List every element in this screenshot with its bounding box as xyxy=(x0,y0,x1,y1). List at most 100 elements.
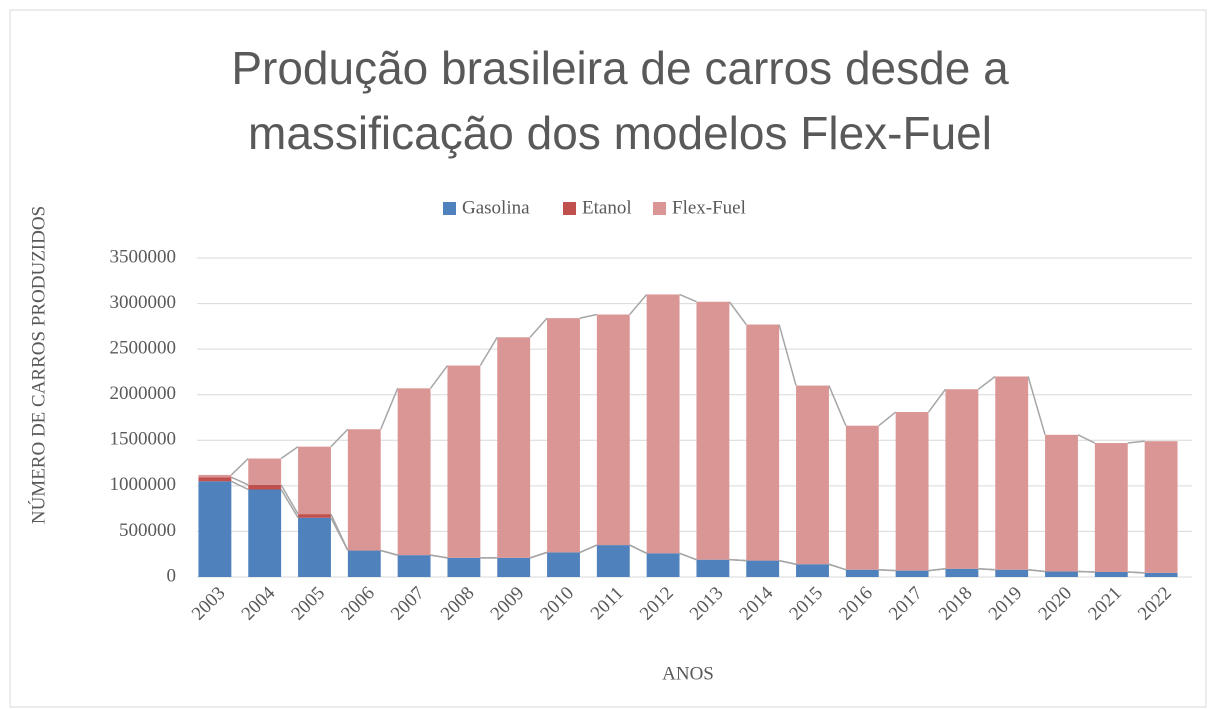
series-line xyxy=(231,480,249,491)
bar-segment xyxy=(298,514,331,518)
bar-segment xyxy=(995,569,1029,577)
x-axis-label: ANOS xyxy=(662,663,714,684)
y-tick-label: 3500000 xyxy=(110,246,177,267)
bar-segment xyxy=(347,429,381,551)
series-line xyxy=(778,559,797,565)
chart-title: Produção brasileira de carros desde a xyxy=(231,42,1009,94)
series-line xyxy=(978,568,996,571)
series-line xyxy=(679,552,697,561)
y-tick-label: 1500000 xyxy=(110,429,177,450)
y-tick-label: 1000000 xyxy=(110,474,177,495)
bar-segment xyxy=(596,314,630,546)
series-line xyxy=(1027,376,1046,436)
y-tick-label: 3000000 xyxy=(110,292,177,313)
bar-segment xyxy=(248,484,282,490)
series-line xyxy=(529,317,548,338)
bar-segment xyxy=(298,446,331,515)
bar-segment xyxy=(945,568,979,577)
bar-segment xyxy=(248,489,282,577)
bar-segment xyxy=(198,477,232,482)
y-tick-label: 500000 xyxy=(119,520,176,541)
bar-segment xyxy=(1094,571,1128,577)
legend-swatch xyxy=(563,202,576,215)
bar-segment xyxy=(397,555,431,577)
series-line xyxy=(529,551,548,559)
bar-segment xyxy=(845,569,879,577)
series-line xyxy=(280,489,299,519)
series-line xyxy=(878,568,896,572)
y-tick-label: 0 xyxy=(167,565,177,586)
bar-segment xyxy=(497,557,531,577)
bar-segment xyxy=(1144,441,1178,573)
bar-segment xyxy=(447,365,481,558)
y-tick-label: 2000000 xyxy=(110,383,177,404)
legend-label: Flex-Fuel xyxy=(672,197,746,218)
bar-segment xyxy=(397,388,431,556)
series-line xyxy=(479,336,498,366)
series-line xyxy=(927,388,947,413)
series-line xyxy=(629,293,648,315)
bar-segment xyxy=(1094,443,1128,572)
bar-segment xyxy=(746,560,780,577)
legend-swatch xyxy=(653,202,666,215)
bar-segment xyxy=(696,301,730,560)
bar-segment xyxy=(198,474,232,478)
bar-segment xyxy=(895,412,929,571)
series-line xyxy=(579,313,598,319)
bar-segment xyxy=(497,337,531,558)
legend-swatch xyxy=(443,202,456,215)
bar-segment xyxy=(1045,571,1078,577)
chart-title: massificação dos modelos Flex-Fuel xyxy=(248,107,992,159)
bar-segment xyxy=(895,570,929,577)
series-line xyxy=(1077,434,1096,444)
series-line xyxy=(330,513,349,551)
series-line xyxy=(380,549,398,556)
series-line xyxy=(1028,568,1046,573)
series-line xyxy=(828,385,847,426)
bar-segment xyxy=(746,324,780,561)
bar-segment xyxy=(547,552,580,577)
series-line xyxy=(1127,571,1145,574)
series-line xyxy=(330,428,349,448)
series-line xyxy=(878,411,897,427)
bar-segment xyxy=(995,376,1029,570)
bar-segment xyxy=(646,294,680,554)
series-line xyxy=(729,558,747,562)
series-line xyxy=(230,457,249,476)
series-line xyxy=(579,544,598,554)
series-line xyxy=(728,301,747,325)
bar-segment xyxy=(796,385,829,565)
series-line xyxy=(928,568,946,572)
bar-segment xyxy=(447,557,481,577)
series-line xyxy=(429,365,449,389)
y-tick-label: 2500000 xyxy=(110,338,177,359)
series-line xyxy=(1127,440,1145,444)
series-line xyxy=(977,375,996,390)
bar-segment xyxy=(1144,572,1178,577)
bar-segment xyxy=(646,553,680,577)
bar-segment xyxy=(796,564,829,577)
bar-segment xyxy=(298,517,331,577)
series-line xyxy=(679,293,697,303)
series-line xyxy=(231,476,249,486)
series-line xyxy=(430,554,448,559)
bar-segment xyxy=(547,318,580,553)
bar-segment xyxy=(945,389,979,569)
series-line xyxy=(280,446,299,460)
series-line xyxy=(629,544,647,554)
series-line xyxy=(280,484,299,515)
bar-segment xyxy=(596,545,630,577)
bar-segment xyxy=(198,481,232,577)
legend-label: Etanol xyxy=(582,197,632,218)
legend-label: Gasolina xyxy=(462,197,530,218)
bar-segment xyxy=(1045,434,1078,572)
bar-segment xyxy=(347,550,381,577)
bar-segment xyxy=(248,458,282,485)
bar-segment xyxy=(696,559,730,577)
y-axis-label: NÚMERO DE CARROS PRODUZIDOS xyxy=(27,206,49,524)
bar-segment xyxy=(845,425,879,570)
series-line xyxy=(828,563,847,571)
series-line xyxy=(778,324,797,386)
